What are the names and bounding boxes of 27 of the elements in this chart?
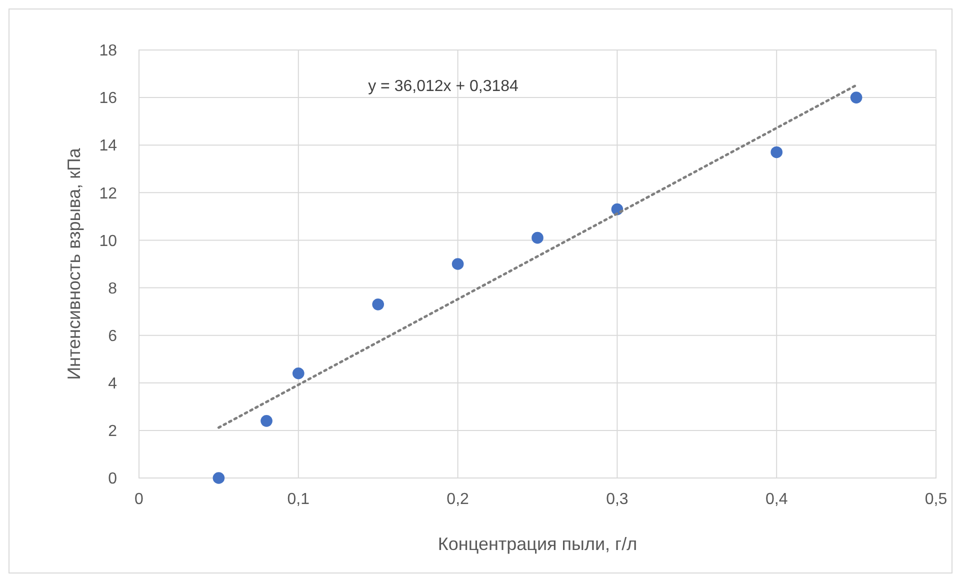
x-axis-title: Концентрация пыли, г/л xyxy=(438,534,638,554)
x-tick-label: 0,5 xyxy=(924,491,948,508)
x-tick-label: 0,2 xyxy=(446,491,470,508)
annotation: y = 36,012x + 0,3184 xyxy=(368,78,519,95)
y-tick-label: 2 xyxy=(108,423,118,440)
point xyxy=(292,367,304,380)
point xyxy=(212,472,225,484)
point xyxy=(260,415,272,427)
y-tick-label: 8 xyxy=(108,280,118,298)
y-tick-label: 16 xyxy=(99,90,118,108)
y-tick-label: 6 xyxy=(108,328,118,345)
x-tick-label: 0 xyxy=(134,491,144,508)
point xyxy=(850,92,862,104)
x-tick-label: 0,3 xyxy=(606,491,628,508)
y-tick-label: 0 xyxy=(108,470,118,488)
x-tick-label: 0,4 xyxy=(765,491,788,508)
point xyxy=(770,146,783,158)
y-tick-label: 10 xyxy=(99,232,118,250)
point xyxy=(532,232,544,244)
y-tick-label: 14 xyxy=(99,138,118,155)
y-axis-title: Интенсивность взрыва, кПа xyxy=(64,147,84,380)
y-tick-label: 4 xyxy=(108,375,118,392)
x-tick-label: 0,1 xyxy=(287,491,310,508)
y-tick-label: 18 xyxy=(99,42,118,60)
point xyxy=(452,258,464,270)
y-tick-label: 12 xyxy=(99,185,118,202)
point xyxy=(372,298,384,310)
